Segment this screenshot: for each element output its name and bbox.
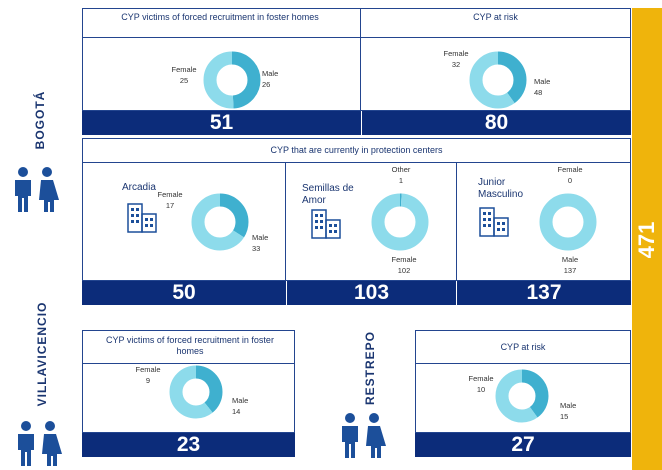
segment-value: 1 xyxy=(399,176,403,185)
donut-segment xyxy=(203,51,261,109)
segment-name: Female xyxy=(135,365,160,374)
panel-box xyxy=(82,363,295,433)
panel-title: CYP at risk xyxy=(500,342,546,352)
building-icon xyxy=(479,207,509,237)
total-bar: 80 xyxy=(362,111,631,135)
total-bar: 27 xyxy=(415,433,631,457)
donut-segment xyxy=(191,193,249,251)
total-bar: 50 xyxy=(82,281,286,305)
donut-segment xyxy=(495,369,549,423)
panel-box xyxy=(360,37,631,111)
segment-name: Male xyxy=(560,401,576,410)
segment-value: 25 xyxy=(180,76,188,85)
donut-segment xyxy=(169,365,223,419)
segment-name: Male xyxy=(562,255,578,264)
segment-value: 32 xyxy=(452,60,460,69)
center-name: Semillas de Amor xyxy=(302,183,354,206)
segment-name: Female xyxy=(443,49,468,58)
segment-name: Female xyxy=(468,374,493,383)
segment-name: Female xyxy=(171,65,196,74)
segment-value: 14 xyxy=(232,407,240,416)
segment-name: Female xyxy=(391,255,416,264)
panel-title: CYP victims of forced recruitment in fos… xyxy=(121,12,319,22)
total-bar: 137 xyxy=(457,281,631,305)
donut-segment xyxy=(371,193,429,251)
segment-name: Male xyxy=(534,77,550,86)
segment-name: Female xyxy=(557,165,582,174)
segment-name: Male xyxy=(262,69,278,78)
grand-total-bar xyxy=(632,8,662,470)
segment-value: 15 xyxy=(560,412,568,421)
building-icon xyxy=(127,203,157,233)
segment-value: 0 xyxy=(568,176,572,185)
total-bar: 23 xyxy=(82,433,295,457)
segment-value: 137 xyxy=(564,266,577,275)
segment-name: Male xyxy=(232,396,248,405)
total-bar: 51 xyxy=(82,111,361,135)
people-icon xyxy=(342,413,386,458)
panel-box xyxy=(456,162,631,281)
center-name: Arcadia xyxy=(122,182,156,193)
segment-value: 26 xyxy=(262,80,270,89)
donut-segment xyxy=(539,193,597,251)
panel-box xyxy=(415,363,631,433)
people-icon xyxy=(18,421,62,466)
total-bar: 103 xyxy=(287,281,456,305)
segment-value: 33 xyxy=(252,244,260,253)
segment-value: 10 xyxy=(477,385,485,394)
segment-value: 9 xyxy=(146,376,150,385)
segment-value: 102 xyxy=(398,266,411,275)
segment-name: Female xyxy=(157,190,182,199)
center-name: Junior Masculino xyxy=(478,177,524,200)
segment-name: Other xyxy=(392,165,411,174)
panel-title: CYP victims of forced recruitment in fos… xyxy=(106,335,274,356)
donut-segment xyxy=(469,51,527,109)
segment-name: Male xyxy=(252,233,268,242)
segment-value: 48 xyxy=(534,88,542,97)
segment-value: 17 xyxy=(166,201,174,210)
panel-title: CYP at risk xyxy=(473,12,518,22)
panel-title: CYP that are currently in protection cen… xyxy=(270,145,443,155)
people-icon xyxy=(15,167,59,212)
building-icon xyxy=(311,209,341,239)
